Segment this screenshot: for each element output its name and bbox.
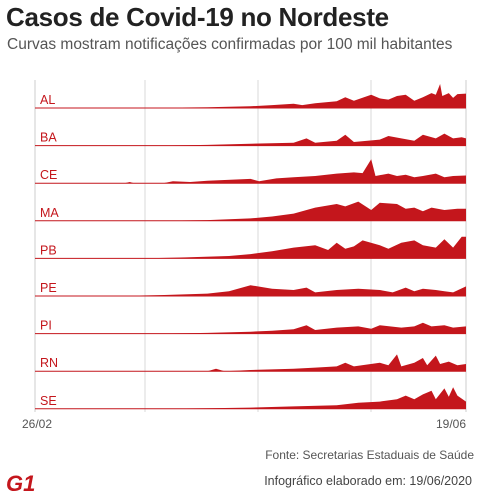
series-se: SE [35, 387, 466, 410]
series-label-pe: PE [40, 281, 57, 295]
series-al: AL [35, 84, 466, 109]
x-tick-start: 26/02 [22, 417, 52, 431]
g1-logo-text: G1 [6, 472, 35, 494]
series-label-se: SE [40, 394, 57, 408]
area-ba [35, 133, 466, 146]
series-rn: RN [35, 354, 466, 372]
series-label-rn: RN [40, 356, 58, 370]
series-ce: CE [35, 159, 466, 184]
area-al [35, 84, 466, 108]
area-pe [35, 285, 466, 296]
g1-logo: G1 [6, 472, 35, 494]
source-note: Fonte: Secretarias Estaduais de Saúde [265, 448, 474, 462]
area-se [35, 387, 466, 409]
series-pb: PB [35, 236, 466, 259]
series-ba: BA [35, 131, 466, 147]
chart-subtitle: Curvas mostram notificações confirmadas … [7, 36, 453, 53]
area-pi [35, 322, 466, 334]
area-ma [35, 201, 466, 221]
series-label-pb: PB [40, 243, 57, 257]
x-tick-end: 19/06 [436, 417, 466, 431]
small-multiples-chart: AL BA CE MA PB PE PI RN SE 26/02 19/06 [22, 80, 467, 431]
series-label-ce: CE [40, 168, 57, 182]
series-label-ba: BA [40, 131, 57, 145]
area-ce [35, 159, 466, 184]
series-label-pi: PI [40, 319, 52, 333]
area-rn [35, 354, 466, 372]
area-pb [35, 236, 466, 259]
series-ma: MA [35, 201, 466, 222]
chart-title: Casos de Covid-19 no Nordeste [6, 2, 389, 32]
credit-note: Infográfico elaborado em: 19/06/2020 [264, 474, 472, 488]
series-layer: AL BA CE MA PB PE PI RN SE [35, 84, 466, 410]
series-label-al: AL [40, 93, 55, 107]
series-pi: PI [35, 319, 466, 335]
series-pe: PE [35, 281, 466, 297]
series-label-ma: MA [40, 206, 59, 220]
